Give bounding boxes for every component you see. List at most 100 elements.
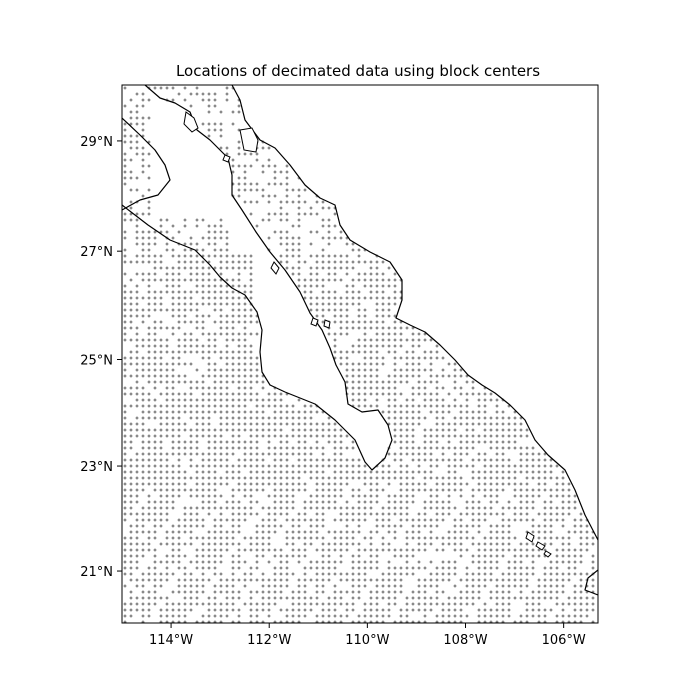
data-point — [459, 476, 463, 480]
data-point — [135, 212, 139, 216]
data-point — [183, 392, 187, 396]
data-point — [153, 596, 157, 600]
data-point — [447, 428, 451, 432]
data-point — [129, 548, 133, 552]
data-point — [387, 386, 391, 390]
data-point — [537, 530, 541, 534]
data-point — [273, 584, 277, 588]
data-point — [165, 578, 169, 582]
data-point — [471, 476, 475, 480]
data-point — [525, 464, 529, 468]
data-point — [351, 512, 355, 516]
data-point — [321, 206, 325, 210]
data-point — [147, 212, 151, 216]
data-point — [123, 332, 127, 336]
data-point — [123, 182, 127, 186]
data-point — [471, 578, 475, 582]
data-point — [291, 488, 295, 492]
data-point — [249, 152, 253, 156]
data-point — [255, 158, 259, 162]
data-point — [525, 476, 529, 480]
data-point — [165, 560, 169, 564]
data-point — [183, 512, 187, 516]
data-point — [165, 530, 169, 534]
data-point — [213, 248, 217, 252]
data-point — [249, 356, 253, 360]
data-point — [381, 296, 385, 300]
data-point — [309, 230, 313, 234]
data-point — [153, 356, 157, 360]
data-point — [171, 272, 175, 276]
data-point — [267, 164, 271, 168]
data-point — [333, 224, 337, 228]
data-point — [201, 536, 205, 540]
data-point — [213, 308, 217, 312]
data-point — [393, 272, 397, 276]
data-point — [177, 428, 181, 432]
data-point — [435, 398, 439, 402]
data-point — [465, 614, 469, 618]
data-point — [213, 524, 217, 528]
data-point — [411, 590, 415, 594]
data-point — [147, 206, 151, 210]
data-point — [237, 446, 241, 450]
data-point — [411, 452, 415, 456]
data-point — [435, 404, 439, 408]
data-point — [147, 500, 151, 504]
data-point — [333, 254, 337, 258]
data-point — [423, 350, 427, 354]
data-point — [453, 398, 457, 402]
data-point — [435, 566, 439, 570]
data-point — [309, 212, 313, 216]
data-point — [183, 308, 187, 312]
data-point — [183, 566, 187, 570]
data-point — [237, 476, 241, 480]
data-point — [447, 494, 451, 498]
data-point — [411, 356, 415, 360]
data-point — [321, 446, 325, 450]
data-point — [201, 458, 205, 462]
data-point — [195, 590, 199, 594]
data-point — [279, 230, 283, 234]
data-point — [213, 542, 217, 546]
data-point — [357, 596, 361, 600]
data-point — [441, 416, 445, 420]
data-point — [165, 482, 169, 486]
data-point — [405, 428, 409, 432]
data-point — [135, 518, 139, 522]
data-point — [249, 620, 253, 623]
data-point — [135, 464, 139, 468]
data-point — [333, 572, 337, 576]
data-point — [225, 392, 229, 396]
data-point — [195, 494, 199, 498]
data-point — [459, 434, 463, 438]
data-point — [279, 170, 283, 174]
data-point — [381, 386, 385, 390]
data-point — [291, 590, 295, 594]
data-point — [471, 470, 475, 474]
data-point — [147, 260, 151, 264]
data-point — [171, 500, 175, 504]
data-point — [279, 476, 283, 480]
data-point — [387, 410, 391, 414]
data-point — [147, 116, 151, 120]
data-point — [537, 470, 541, 474]
data-point — [201, 524, 205, 528]
data-point — [321, 308, 325, 312]
data-point — [195, 86, 199, 90]
data-point — [447, 542, 451, 546]
data-point — [375, 290, 379, 294]
data-point — [315, 506, 319, 510]
data-point — [273, 500, 277, 504]
data-point — [309, 518, 313, 522]
longitude-axis: 114°W 112°W 110°W 108°W 106°W — [149, 623, 586, 648]
data-point — [123, 320, 127, 324]
data-point — [291, 554, 295, 558]
data-point — [513, 620, 517, 623]
data-point — [255, 416, 259, 420]
data-point — [255, 356, 259, 360]
data-point — [561, 620, 565, 623]
data-point — [465, 584, 469, 588]
data-point — [459, 392, 463, 396]
data-point — [255, 542, 259, 546]
